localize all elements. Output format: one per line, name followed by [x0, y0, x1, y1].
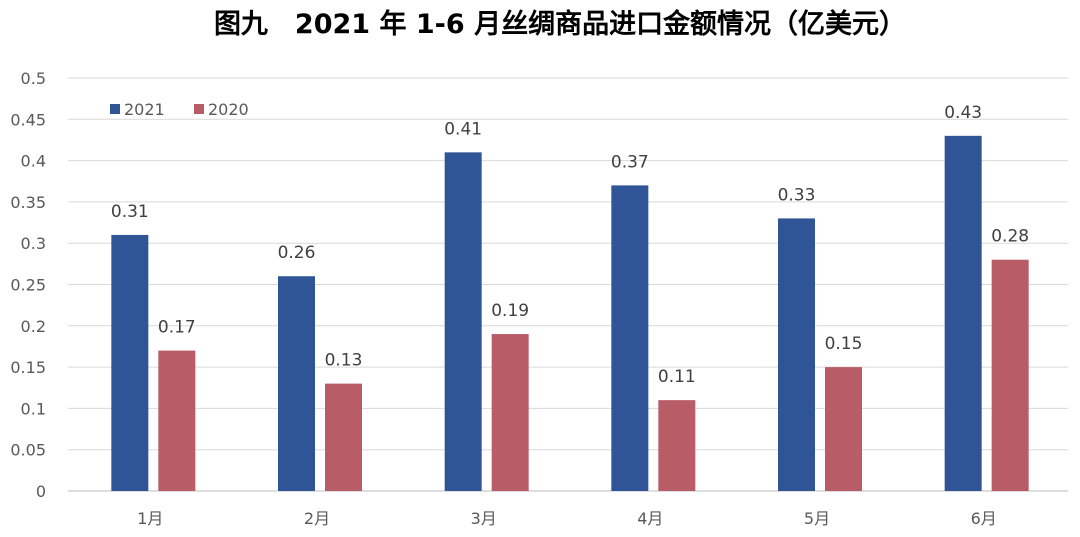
legend-label: 2020 — [208, 100, 249, 119]
bar-2021-3 — [444, 152, 482, 491]
bar-2021-2 — [278, 276, 315, 491]
y-tick-label: 0.45 — [10, 110, 46, 129]
y-tick-label: 0.1 — [21, 399, 46, 418]
y-axis-ticks: 0 0.05 0.1 0.15 0.2 0.25 0.3 0.35 0.4 0.45 0.5 — [10, 69, 46, 501]
x-category-label: 6月 — [971, 509, 997, 528]
data-label: 0.41 — [444, 119, 482, 139]
data-label: 0.33 — [778, 185, 816, 205]
x-axis-categories: 1月 2月 3月 4月 5月 6月 — [137, 509, 997, 528]
chart-title: 图九 2021 年 1-6 月丝绸商品进口金额情况（亿美元） — [214, 8, 906, 40]
x-category-label: 1月 — [137, 509, 163, 528]
data-label: 0.31 — [111, 202, 149, 222]
data-label: 0.26 — [278, 243, 316, 263]
data-label: 0.43 — [944, 103, 982, 123]
data-label: 0.28 — [991, 227, 1029, 247]
legend-swatch — [110, 104, 120, 114]
y-tick-label: 0.25 — [10, 276, 46, 295]
data-labels: 0.31 0.17 0.26 0.13 0.41 0.19 0.37 0.11 0.33 0.15… — [111, 103, 1029, 387]
x-category-label: 2月 — [304, 509, 330, 528]
data-label: 0.13 — [325, 351, 363, 371]
legend-swatch — [194, 104, 204, 114]
data-label: 0.37 — [611, 152, 649, 172]
y-tick-label: 0.5 — [21, 69, 46, 88]
bar-2020-2 — [325, 383, 362, 491]
y-tick-label: 0 — [36, 482, 46, 501]
bar-2021-1 — [111, 234, 149, 491]
data-label: 0.19 — [491, 301, 529, 321]
y-tick-label: 0.05 — [10, 441, 46, 460]
bar-2020-4 — [658, 400, 696, 491]
y-tick-label: 0.3 — [21, 234, 46, 253]
bar-2021-6 — [944, 135, 982, 491]
legend-label: 2021 — [124, 100, 165, 119]
data-label: 0.15 — [825, 334, 863, 354]
y-tick-label: 0.35 — [10, 193, 46, 212]
x-category-label: 4月 — [637, 509, 663, 528]
x-category-label: 5月 — [804, 509, 830, 528]
bars — [111, 135, 1029, 492]
y-tick-label: 0.15 — [10, 358, 46, 377]
y-tick-label: 0.2 — [21, 317, 46, 336]
bar-2020-3 — [491, 334, 529, 491]
data-label: 0.17 — [158, 318, 196, 338]
data-label: 0.11 — [658, 367, 696, 387]
bar-2020-6 — [991, 259, 1029, 491]
gridlines — [68, 77, 1068, 492]
y-tick-label: 0.4 — [21, 152, 46, 171]
x-category-label: 3月 — [471, 509, 497, 528]
bar-2021-4 — [611, 185, 649, 491]
legend: 2021 2020 — [110, 100, 249, 119]
bar-2021-5 — [778, 218, 815, 492]
bar-2020-1 — [158, 350, 196, 491]
bar-2020-5 — [825, 367, 862, 491]
